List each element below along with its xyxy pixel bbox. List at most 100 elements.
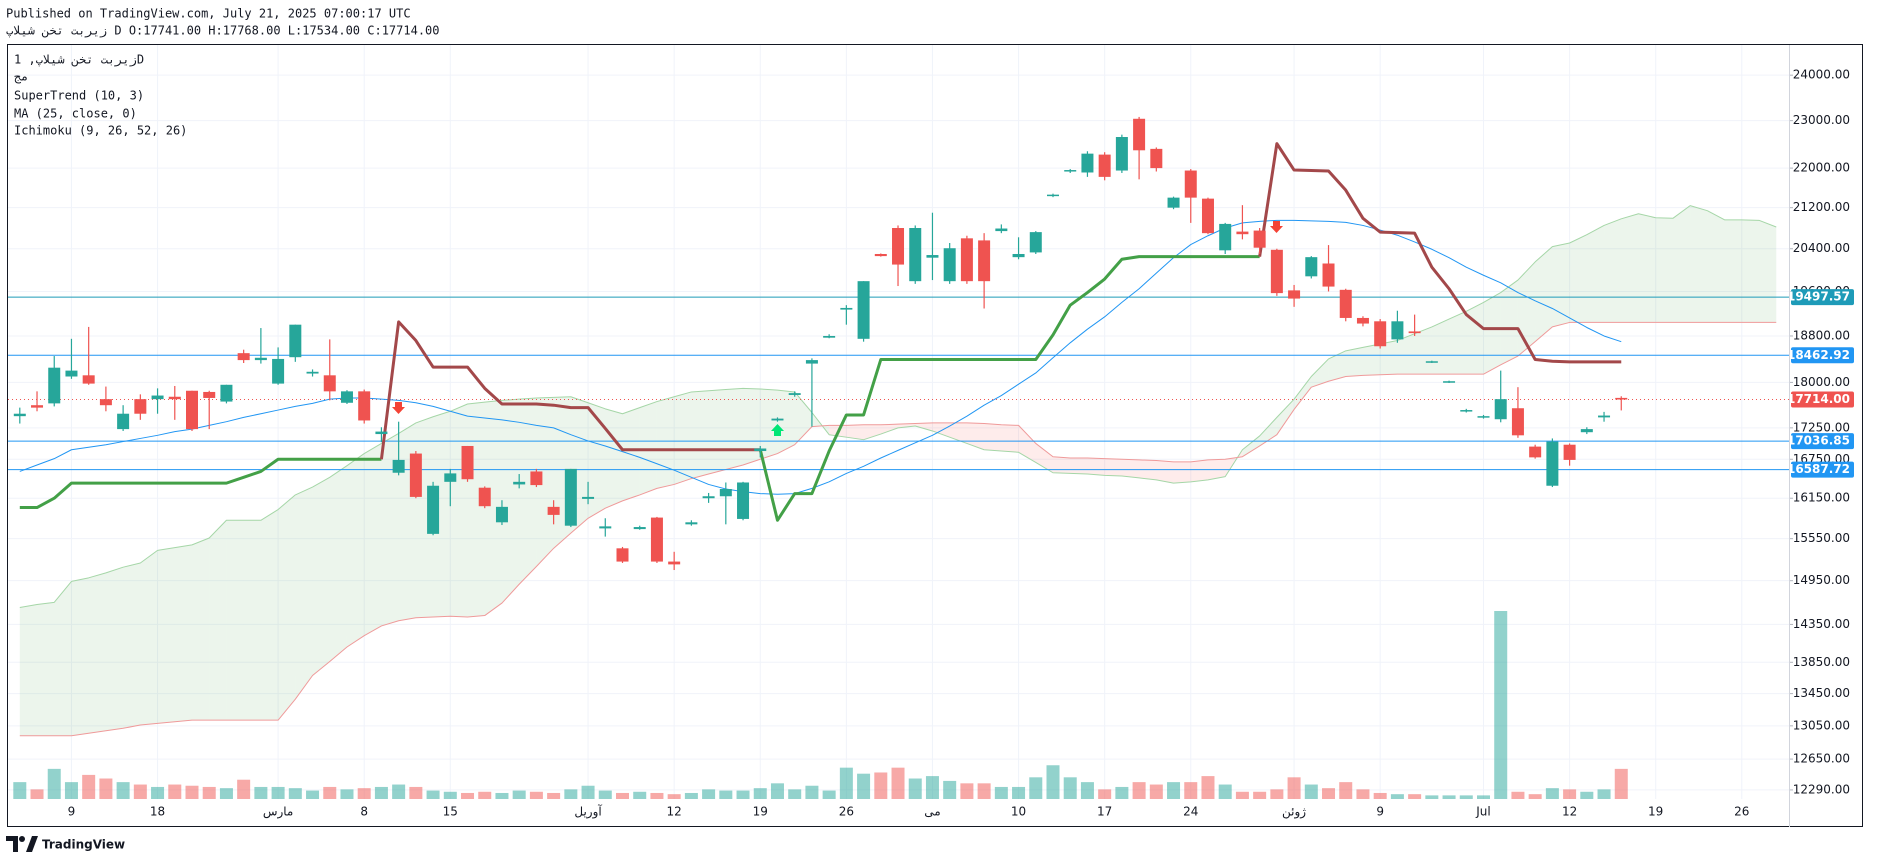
cloud-fill	[605, 408, 623, 509]
x-tick-label: 15	[443, 805, 458, 819]
candle-body	[392, 459, 405, 473]
volume-bar	[805, 785, 819, 799]
cloud-fill	[1431, 319, 1450, 375]
candle-body	[1098, 154, 1111, 177]
candle-body	[1322, 263, 1335, 287]
volume-bar	[547, 792, 561, 799]
candle-body	[168, 396, 181, 400]
cloud-fill	[743, 388, 761, 466]
y-tick-label: 18800.00	[1793, 328, 1850, 342]
candle-body	[616, 548, 629, 562]
x-tick-label: 26	[1734, 805, 1749, 819]
cloud-fill	[932, 422, 950, 438]
cloud-fill	[1672, 205, 1691, 323]
volume-bar	[116, 782, 130, 799]
cloud-fill	[88, 572, 106, 734]
price-label-box	[1791, 391, 1854, 408]
y-tick-label: 16150.00	[1793, 491, 1850, 505]
volume-bar	[1080, 782, 1094, 799]
cloud-fill	[209, 520, 227, 721]
supertrend-up	[19, 255, 1260, 522]
brand-logo: TradingView	[6, 836, 125, 852]
volume-bar	[1132, 782, 1146, 799]
cloud-fill	[381, 433, 399, 626]
volume-bar	[82, 774, 96, 799]
cloud-fill	[140, 550, 158, 726]
legend-symbol: زیربت تخن شیلاپ, 1D	[14, 53, 144, 68]
volume-bar	[1408, 794, 1422, 799]
candle-body	[650, 517, 663, 562]
cloud-fill	[157, 547, 175, 724]
cloud-fill	[846, 424, 864, 440]
candle-body	[375, 431, 388, 435]
candle-body	[1511, 408, 1524, 436]
cloud-fill	[1741, 219, 1760, 323]
candle-body	[564, 468, 577, 526]
x-tick-label: آوریل	[574, 804, 602, 820]
candle-body	[530, 471, 543, 486]
volume-bar	[478, 791, 492, 799]
cloud-fill	[278, 494, 296, 721]
candle-body	[1477, 416, 1490, 418]
candle-body	[1391, 321, 1404, 340]
cloud-fill	[639, 401, 657, 495]
y-tick-label: 13450.00	[1793, 686, 1850, 700]
volume-bar	[960, 783, 974, 799]
cloud-fill	[898, 423, 916, 428]
volume-bar	[1425, 795, 1439, 799]
cloud-fill	[794, 391, 812, 445]
candle-body	[427, 485, 440, 534]
candle-body	[1546, 441, 1559, 486]
cloud-fill	[1259, 417, 1277, 446]
cloud-fill	[1294, 376, 1312, 410]
cloud-fill	[777, 390, 795, 454]
candle-body	[1443, 381, 1456, 383]
volume-bar	[1459, 795, 1473, 799]
sell-arrow	[392, 402, 405, 414]
candle-body	[805, 360, 818, 364]
y-tick-label: 12650.00	[1793, 752, 1850, 766]
x-tick-label: 12	[1562, 805, 1577, 819]
volume-bar	[702, 789, 716, 799]
volume-bar	[237, 779, 251, 799]
cloud-fill	[1759, 220, 1777, 323]
candle-body	[289, 324, 302, 358]
volume-bar	[857, 773, 871, 799]
cloud-fill	[1121, 459, 1140, 478]
volume-bar	[719, 790, 733, 799]
price-label: 18462.92	[1787, 348, 1850, 362]
candle-body	[1133, 118, 1146, 151]
x-tick-label: 19	[1648, 805, 1663, 819]
cloud-fill	[1225, 449, 1243, 477]
volume-bar	[357, 788, 371, 799]
volume-bar	[1270, 789, 1284, 799]
volume-bar	[925, 776, 939, 799]
volume-bar	[633, 791, 647, 799]
candle-body	[702, 496, 715, 499]
candle-body	[823, 335, 836, 338]
candle-body	[1580, 429, 1593, 433]
volume-bar	[288, 788, 302, 799]
volume-bar	[512, 790, 526, 799]
volume-bar	[47, 768, 61, 799]
candle-body	[1167, 197, 1180, 208]
cloud-fill	[1380, 340, 1398, 375]
x-tick-label: می	[924, 805, 940, 819]
candle-body	[960, 238, 973, 282]
logo-mark	[19, 836, 25, 842]
cloud-fill	[19, 604, 38, 736]
x-tick-label: 10	[1011, 805, 1026, 819]
price-label: 17036.85	[1787, 434, 1850, 448]
cloud-fill	[312, 477, 330, 676]
cloud-fill	[174, 544, 192, 722]
volume-bar	[1149, 784, 1163, 799]
x-tick-label: Jul	[1475, 805, 1490, 819]
candle-body	[926, 255, 939, 258]
candle-body	[151, 395, 164, 400]
cloud-fill	[1156, 460, 1174, 484]
signal-arrows	[392, 221, 1283, 436]
cloud-fill	[1604, 218, 1622, 323]
cloud-fill	[1500, 280, 1518, 365]
volume-bar	[1287, 777, 1301, 799]
